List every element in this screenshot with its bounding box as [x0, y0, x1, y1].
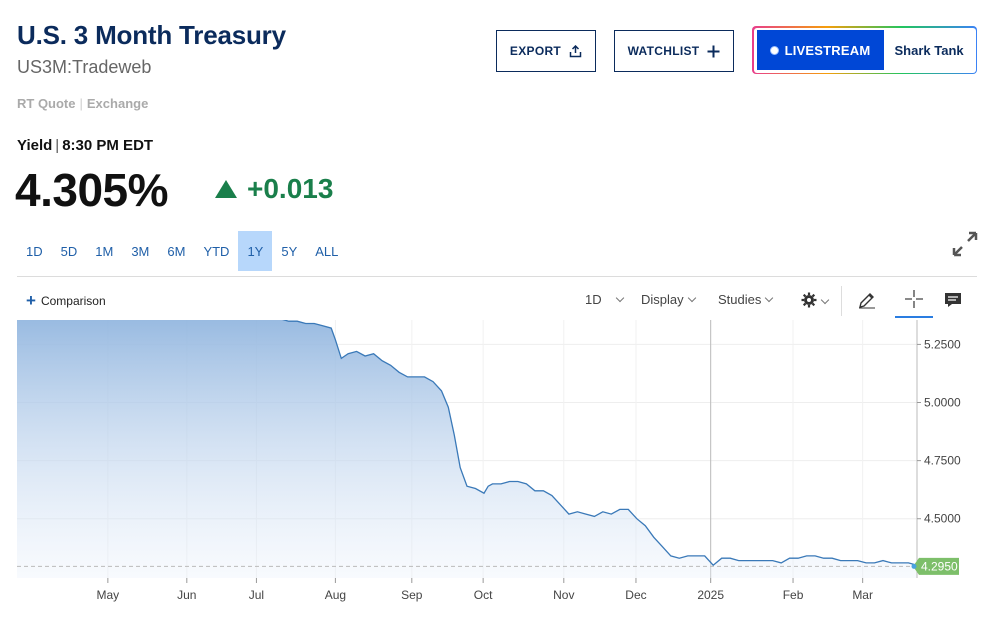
interval-dropdown[interactable]: 1D [585, 292, 624, 307]
range-5y[interactable]: 5Y [281, 243, 298, 259]
y-tick-label: 5.0000 [924, 396, 961, 410]
separator: | [79, 96, 83, 111]
export-label: EXPORT [509, 44, 562, 58]
livestream-inner: LIVESTREAM Shark Tank [753, 27, 976, 73]
chevron-down-icon [765, 293, 774, 303]
livestream-banner[interactable]: LIVESTREAM Shark Tank [752, 26, 977, 74]
yield-line [282, 320, 918, 567]
quote-type: RT Quote [17, 96, 76, 111]
gear-icon [801, 292, 817, 311]
livestream-label: LIVESTREAM [784, 42, 871, 58]
range-3m[interactable]: 3M [131, 243, 150, 259]
change-value: +0.013 [247, 173, 334, 204]
live-dot-icon [769, 45, 779, 55]
x-tick-label: 2025 [697, 588, 724, 602]
x-tick-label: Aug [325, 588, 346, 602]
last-price: 4.305% [15, 164, 169, 216]
studies-dropdown[interactable]: Studies [718, 292, 774, 307]
chevron-down-icon [820, 295, 830, 305]
settings-dropdown[interactable] [801, 292, 830, 311]
range-6m[interactable]: 6M [167, 243, 186, 259]
comparison-label: Comparison [40, 294, 106, 308]
page-title: U.S. 3 Month Treasury [17, 20, 286, 50]
draw-tool[interactable] [848, 286, 886, 318]
comment-icon [944, 291, 962, 314]
y-tick-label: 4.7500 [924, 454, 961, 468]
last-value-badge: 4.2950 [911, 557, 959, 575]
livestream-show-name[interactable]: Shark Tank [894, 42, 964, 58]
livestream-button[interactable]: LIVESTREAM [756, 30, 884, 70]
comparison-button[interactable]: + Comparison [26, 291, 106, 310]
range-selector: 1D 5D 1M 3M 6M YTD 1Y 5Y ALL [17, 231, 347, 271]
range-5d[interactable]: 5D [60, 243, 78, 259]
share-icon [569, 44, 582, 58]
watchlist-label: WATCHLIST [627, 44, 700, 58]
quote-exchange: Exchange [86, 96, 149, 111]
last-value-dot-icon [911, 563, 917, 569]
yield-label: Yield [17, 137, 53, 154]
export-button[interactable]: EXPORT [496, 30, 596, 72]
studies-label: Studies [718, 292, 762, 307]
x-tick-label: Mar [852, 588, 873, 602]
watchlist-button[interactable]: WATCHLIST [614, 30, 734, 72]
yield-time: Yield | 8:30 PM EDT [17, 137, 153, 154]
x-tick-label: Sep [401, 588, 423, 602]
up-arrow-icon [215, 180, 237, 198]
x-tick-label: Dec [625, 588, 646, 602]
x-tick-label: Jun [177, 588, 196, 602]
display-dropdown[interactable]: Display [641, 292, 696, 307]
range-1d[interactable]: 1D [26, 243, 43, 259]
last-value-label: 4.2950 [921, 559, 958, 573]
y-tick-label: 4.5000 [924, 512, 961, 526]
plus-icon: + [26, 291, 36, 310]
annotation-tool[interactable] [934, 286, 972, 318]
pencil-icon [858, 291, 876, 314]
chevron-down-icon [615, 293, 624, 303]
quote-time: 8:30 PM EDT [62, 137, 154, 154]
range-1m[interactable]: 1M [95, 243, 114, 259]
crosshair-icon [905, 289, 923, 313]
interval-label: 1D [585, 292, 602, 307]
last-value-badge-shape [913, 557, 959, 575]
x-tick-label: May [97, 588, 120, 602]
x-tick-label: Oct [474, 588, 493, 602]
toolbar-divider [17, 276, 977, 277]
price-change: +0.013 [215, 173, 333, 205]
separator: | [55, 137, 60, 154]
symbol-subtitle: US3M:Tradeweb [17, 57, 152, 77]
yield-area [17, 320, 917, 578]
y-axis: 5.2500 5.0000 4.7500 4.5000 [917, 337, 961, 526]
x-tick-label: Jul [249, 588, 264, 602]
quote-source: RT Quote | Exchange [17, 96, 148, 111]
range-all[interactable]: ALL [315, 243, 339, 259]
crosshair-tool[interactable] [895, 286, 933, 318]
expand-icon[interactable] [952, 231, 978, 257]
range-1y[interactable]: 1Y [238, 231, 273, 271]
chevron-down-icon [687, 293, 696, 303]
range-ytd[interactable]: YTD [203, 243, 230, 259]
x-tick-label: Nov [553, 588, 574, 602]
x-axis: May Jun Jul Aug Sep Oct Nov Dec 2025 Feb Mar [97, 578, 873, 602]
x-tick-label: Feb [783, 588, 804, 602]
yield-chart[interactable]: 5.2500 5.0000 4.7500 4.5000 May Jun Jul Aug Sep… [0, 320, 993, 633]
display-label: Display [641, 292, 684, 307]
y-tick-label: 5.2500 [924, 337, 961, 351]
toolbar-separator [841, 286, 842, 316]
plus-icon [707, 45, 720, 58]
